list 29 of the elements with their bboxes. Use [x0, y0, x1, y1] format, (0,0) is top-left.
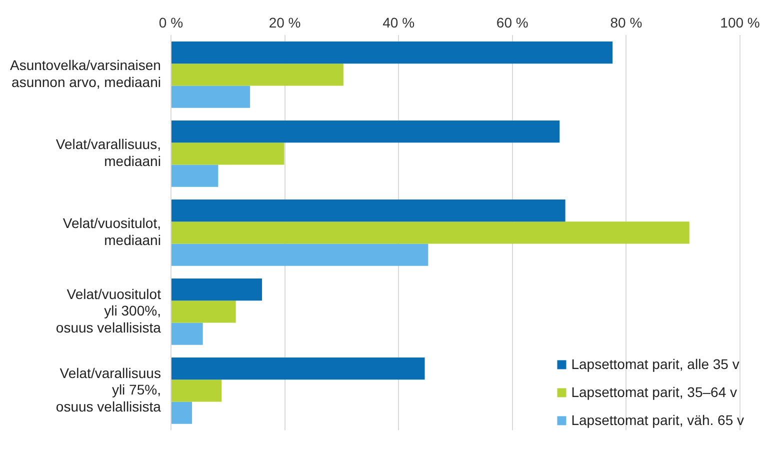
bar: [171, 64, 344, 86]
y-tick-label: Asuntovelka/varsinaisen asunnon arvo, mediaani: [10, 57, 161, 90]
bar: [171, 120, 560, 143]
bar: [171, 322, 203, 345]
bar: [171, 380, 222, 402]
bar: [171, 222, 690, 244]
x-tick-label: 20 %: [268, 14, 301, 31]
bar: [171, 300, 236, 323]
bar: [171, 42, 613, 64]
x-tick-label: 100 %: [720, 14, 760, 31]
x-tick-label: 0 %: [158, 14, 184, 31]
legend-label: Lapsettomat parit, 35–64 v: [571, 384, 738, 400]
bar: [171, 402, 192, 424]
bar: [171, 164, 218, 187]
bar: [171, 278, 262, 301]
bar: [171, 142, 284, 165]
bar: [171, 86, 250, 108]
x-tick-label: 80 %: [610, 14, 642, 31]
bar: [171, 358, 425, 380]
y-tick-label: Velat/vuositulot yli 300%, osuus velallisista: [56, 286, 162, 336]
y-tick-label: Velat/vuositulot, mediaani: [62, 215, 161, 248]
legend-label: Lapsettomat parit, väh. 65 v: [571, 412, 744, 428]
legend-label: Lapsettomat parit, alle 35 v: [571, 356, 740, 372]
y-tick-label: Velat/varallisuus yli 75%, osuus velallisista: [56, 364, 162, 414]
x-tick-label: 60 %: [496, 14, 528, 31]
bar: [171, 244, 428, 266]
y-tick-label: Velat/varallisuus, mediaani: [56, 136, 161, 169]
x-tick-label: 40 %: [382, 14, 415, 31]
bar: [171, 200, 566, 222]
